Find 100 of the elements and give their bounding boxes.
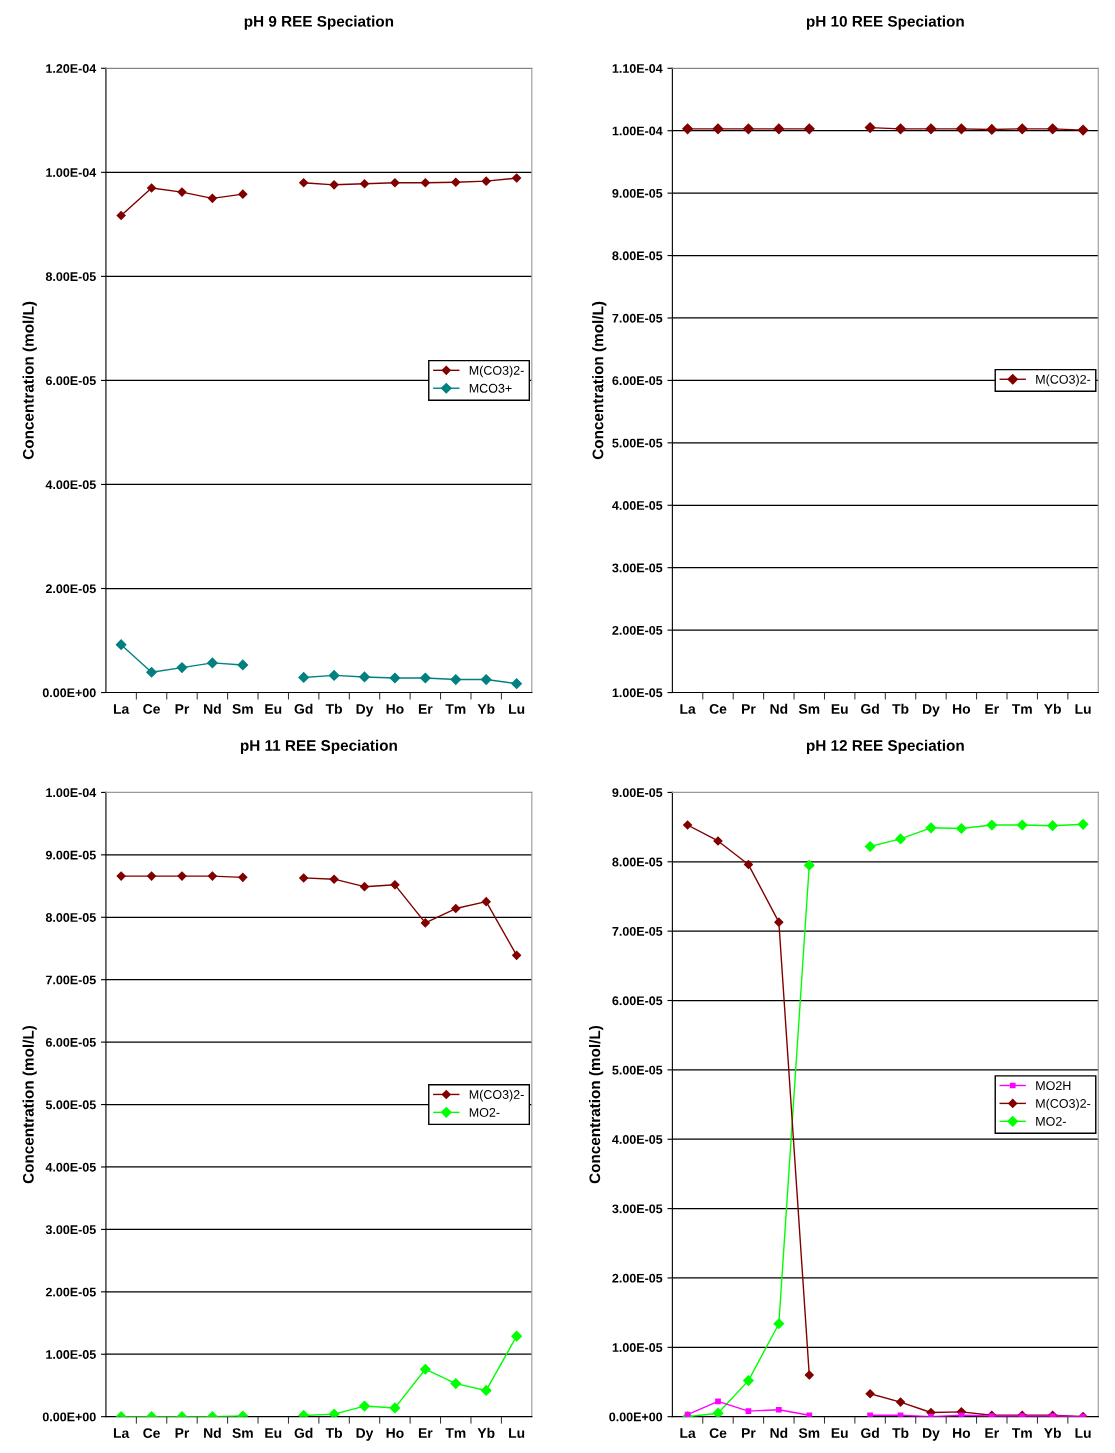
x-tick-label: Ce	[709, 704, 727, 714]
x-tick-label: Gd	[861, 1427, 879, 1438]
x-tick-label: Yb	[1044, 703, 1061, 714]
y-tick-label: 5.00E-05	[45, 1100, 96, 1110]
x-tick-label: Ho	[386, 1428, 404, 1438]
x-tick-label: Tb	[325, 1427, 342, 1438]
y-tick-label: 4.00E-05	[45, 480, 96, 490]
y-tick-label: 9.00E-05	[45, 850, 96, 860]
x-tick-label: Dy	[356, 704, 374, 717]
y-tick-label: 4.00E-05	[612, 501, 663, 510]
x-tick-label: La	[113, 1428, 130, 1438]
legend-label: MCO3+	[469, 383, 512, 393]
x-tick-label: La	[680, 1428, 696, 1438]
legend-label: M(CO3)2-	[469, 1089, 524, 1102]
x-tick-label: Eu	[831, 1428, 848, 1438]
legend-label: MO2H	[1036, 1081, 1071, 1090]
x-tick-label: Er	[985, 704, 999, 714]
y-tick-label: 8.00E-05	[45, 913, 96, 922]
x-tick-label: Tm	[1011, 704, 1032, 714]
x-tick-label: Nd	[204, 1427, 221, 1438]
y-tick-label: 1.00E-04	[46, 168, 97, 177]
chart-title: pH 12 REE Speciation	[806, 739, 964, 754]
y-tick-label: 1.00E-05	[612, 688, 663, 698]
x-tick-label: Ho	[953, 1428, 971, 1438]
legend-label: MO2-	[1036, 1116, 1066, 1126]
y-tick-label: 7.00E-05	[612, 926, 663, 936]
x-tick-label: Er	[418, 1428, 433, 1438]
legend-label: M(CO3)2-	[1036, 1098, 1091, 1111]
y-tick-label: 7.00E-05	[612, 313, 663, 323]
x-tick-label: La	[680, 704, 696, 714]
y-axis-title: Concentration (mol/L)	[588, 1025, 604, 1184]
x-tick-label: Nd	[204, 703, 221, 714]
y-tick-label: 6.00E-05	[45, 376, 96, 386]
y-tick-label: 3.00E-05	[612, 563, 663, 573]
y-tick-label: 1.00E-05	[46, 1350, 96, 1359]
x-tick-label: Pr	[175, 1428, 190, 1438]
x-tick-label: Lu	[1075, 1428, 1091, 1438]
x-tick-label: Gd	[294, 703, 313, 714]
y-tick-label: 0.00E+00	[609, 1412, 663, 1422]
y-tick-label: 2.00E-05	[612, 625, 663, 635]
x-tick-label: Lu	[509, 1428, 525, 1438]
x-tick-label: Tb	[892, 703, 909, 714]
legend-label: M(CO3)2-	[1036, 374, 1091, 387]
chart-title: pH 9 REE Speciation	[244, 15, 394, 30]
x-tick-label: Er	[418, 704, 433, 714]
y-tick-label: 4.00E-05	[45, 1162, 96, 1172]
x-tick-label: Sm	[232, 1428, 253, 1438]
x-tick-label: Yb	[477, 1427, 495, 1438]
x-tick-label: Eu	[265, 704, 282, 714]
y-tick-label: 8.00E-05	[45, 272, 96, 282]
y-tick-label: 2.00E-05	[45, 1287, 96, 1297]
y-tick-label: 0.00E+00	[42, 1412, 96, 1422]
legend-label: M(CO3)2-	[469, 365, 524, 378]
y-tick-label: 4.00E-05	[612, 1135, 663, 1144]
x-tick-label: Pr	[742, 1428, 756, 1438]
x-tick-label: Tm	[445, 1428, 466, 1438]
y-tick-label: 8.00E-05	[612, 251, 663, 261]
x-tick-label: Gd	[294, 1427, 313, 1438]
x-tick-label: Pr	[175, 704, 190, 714]
x-tick-label: Eu	[831, 704, 848, 714]
x-tick-label: Er	[985, 1428, 999, 1438]
y-tick-label: 5.00E-05	[612, 1065, 663, 1075]
y-tick-label: 1.10E-04	[612, 64, 663, 73]
y-tick-label: 6.00E-05	[45, 1037, 96, 1047]
x-tick-label: Tb	[892, 1427, 909, 1438]
x-tick-label: Lu	[1075, 704, 1091, 714]
x-tick-label: Sm	[232, 704, 253, 714]
x-tick-label: Dy	[923, 1428, 940, 1441]
x-tick-label: Ho	[386, 704, 404, 714]
y-tick-label: 1.00E-04	[612, 126, 663, 136]
x-tick-label: Ce	[709, 1428, 727, 1438]
x-tick-label: La	[113, 704, 130, 714]
y-tick-label: 1.00E-04	[46, 788, 97, 798]
y-axis-title: Concentration (mol/L)	[22, 1025, 37, 1184]
y-axis-title: Concentration (mol/L)	[592, 301, 607, 460]
y-axis-title: Concentration (mol/L)	[22, 301, 37, 460]
x-tick-label: Tm	[1011, 1428, 1032, 1438]
chart-title: pH 11 REE Speciation	[240, 739, 397, 754]
x-tick-label: Ce	[143, 1428, 160, 1438]
y-tick-label: 0.00E+00	[42, 688, 96, 698]
y-tick-label: 3.00E-05	[45, 1225, 96, 1235]
x-tick-label: Dy	[356, 1428, 374, 1441]
y-tick-label: 6.00E-05	[612, 996, 663, 1006]
x-tick-label: Yb	[477, 703, 495, 714]
x-tick-label: Pr	[742, 704, 756, 714]
x-tick-label: Sm	[798, 1428, 820, 1438]
x-tick-label: Ce	[143, 704, 160, 714]
x-tick-label: Yb	[1044, 1427, 1061, 1438]
x-tick-label: Lu	[509, 704, 525, 714]
x-tick-label: Tm	[445, 704, 466, 714]
x-tick-label: Gd	[861, 703, 879, 714]
x-tick-label: Dy	[923, 704, 940, 717]
y-tick-label: 2.00E-05	[612, 1273, 663, 1283]
chart-title: pH 10 REE Speciation	[806, 15, 964, 30]
x-tick-label: Eu	[265, 1428, 282, 1438]
y-tick-label: 1.20E-04	[46, 64, 97, 73]
x-tick-label: Ho	[953, 704, 971, 714]
x-tick-label: Nd	[770, 703, 788, 714]
y-tick-label: 7.00E-05	[46, 975, 96, 985]
y-tick-label: 2.00E-05	[45, 584, 96, 594]
